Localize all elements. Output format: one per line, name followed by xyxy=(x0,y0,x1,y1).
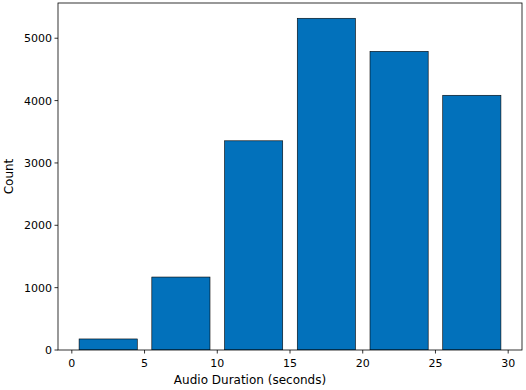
y-tick xyxy=(55,225,59,226)
chart: 0 5 10 15 20 25 30 0 1000 2000 3000 4000 5000 Audio D… xyxy=(0,0,526,390)
bar xyxy=(297,18,355,350)
y-tick xyxy=(55,350,59,351)
x-tick xyxy=(435,350,436,354)
x-tick-label: 10 xyxy=(210,357,224,370)
y-tick-label: 4000 xyxy=(24,95,52,108)
y-tick-label: 0 xyxy=(45,344,52,357)
x-tick xyxy=(144,350,145,354)
bar xyxy=(79,339,137,350)
x-tick xyxy=(362,350,363,354)
bar xyxy=(443,95,501,350)
y-tick xyxy=(55,100,59,101)
x-tick-label: 25 xyxy=(428,357,442,370)
y-tick xyxy=(55,287,59,288)
frame xyxy=(58,3,522,350)
x-tick xyxy=(290,350,291,354)
bar xyxy=(225,141,283,350)
y-axis-label: Count xyxy=(2,158,16,194)
y-tick-label: 5000 xyxy=(24,32,52,45)
bar xyxy=(370,51,428,350)
y-tick xyxy=(55,162,59,163)
x-tick xyxy=(217,350,218,354)
x-axis-label: Audio Duration (seconds) xyxy=(174,373,326,387)
bar xyxy=(152,277,210,350)
x-tick-label: 0 xyxy=(68,357,75,370)
x-tick xyxy=(71,350,72,354)
x-tick-label: 15 xyxy=(283,357,297,370)
y-tick xyxy=(55,38,59,39)
x-tick-label: 5 xyxy=(141,357,148,370)
x-tick xyxy=(508,350,509,354)
x-tick-label: 20 xyxy=(356,357,370,370)
bars xyxy=(79,18,501,350)
x-tick-label: 30 xyxy=(501,357,515,370)
y-tick-label: 3000 xyxy=(24,157,52,170)
y-tick-label: 1000 xyxy=(24,282,52,295)
y-tick-label: 2000 xyxy=(24,219,52,232)
